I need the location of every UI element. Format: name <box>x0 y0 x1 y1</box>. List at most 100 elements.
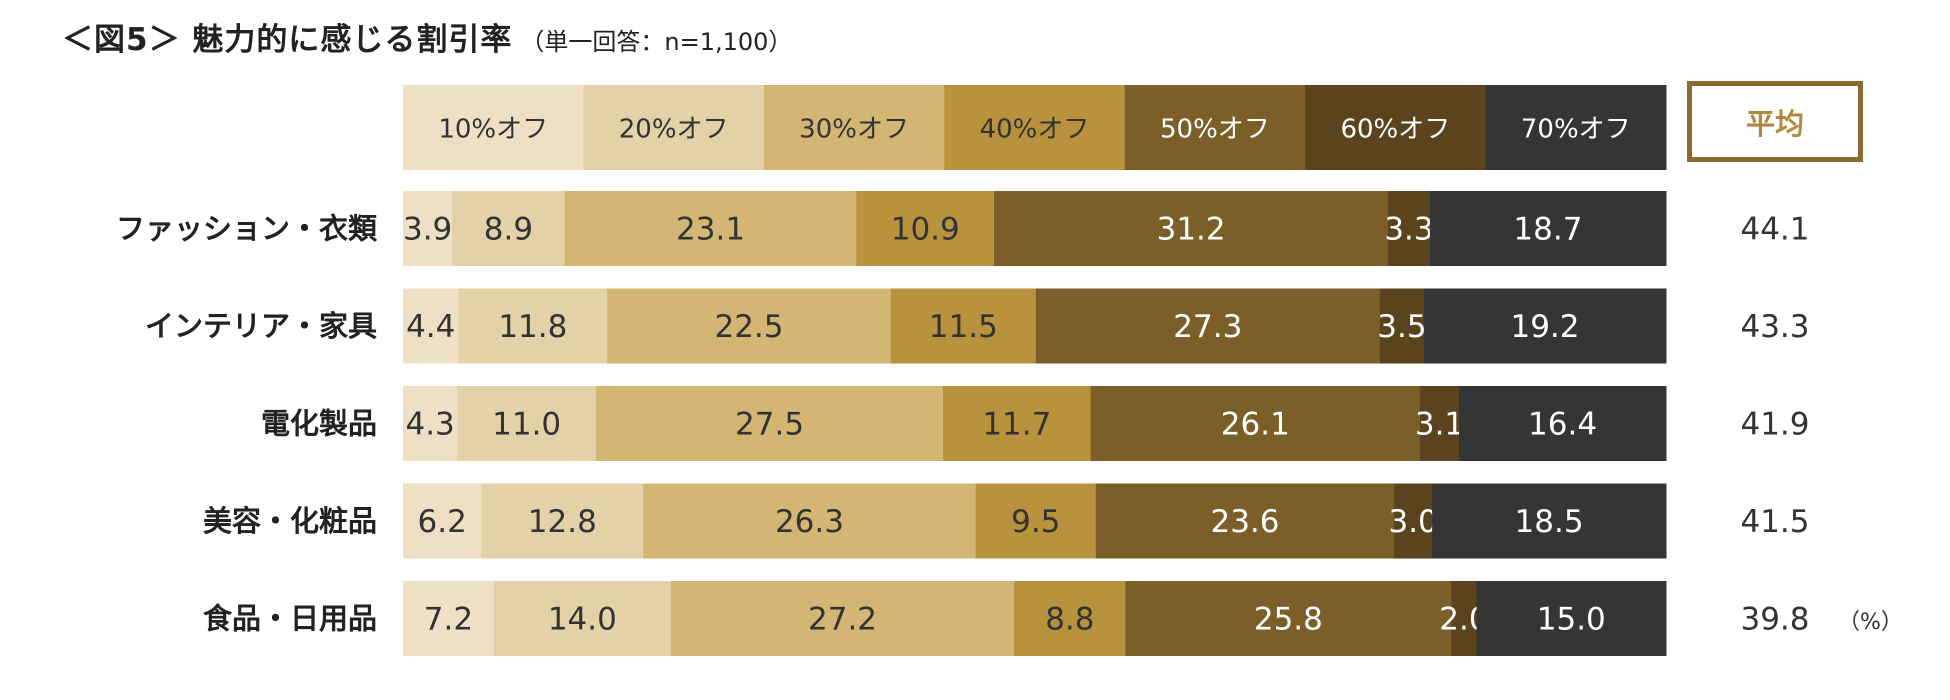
bar-value-label: 31.2 <box>1157 212 1226 248</box>
bar-value-label: 3.9 <box>403 212 452 248</box>
bar-segment <box>481 483 644 559</box>
bar-segment <box>1423 288 1667 364</box>
bar-segment <box>457 386 597 461</box>
legend-swatch <box>763 85 945 170</box>
bar-segment <box>994 191 1389 266</box>
bar-value-label: 27.5 <box>735 407 804 443</box>
bar-segment <box>975 483 1097 559</box>
bar-value-label: 11.7 <box>982 407 1051 443</box>
bar-value-label: 18.7 <box>1513 212 1582 248</box>
average-value: 41.5 <box>1740 504 1809 540</box>
bar-segment <box>403 191 453 266</box>
bar-value-label: 3.1 <box>1415 407 1464 443</box>
bar-value-label: 8.9 <box>484 212 533 248</box>
bar-segment <box>1451 581 1478 656</box>
bar-segment <box>493 581 672 656</box>
bar-value-label: 23.1 <box>676 212 745 248</box>
bar-value-label: 25.8 <box>1254 602 1323 638</box>
legend-swatch <box>583 85 765 170</box>
bar-value-label: 3.0 <box>1388 504 1437 540</box>
bar-segment <box>403 386 458 461</box>
bar-segment <box>670 581 1015 656</box>
bar-value-label: 19.2 <box>1510 309 1579 345</box>
legend-label: 60%オフ <box>1340 115 1450 145</box>
chart-title: ＜図5＞ 魅力的に感じる割引率 （単一回答：n=1,100） <box>62 14 792 59</box>
legend-swatch <box>1305 85 1487 170</box>
bar-segment <box>890 288 1037 364</box>
bar-segment <box>1459 386 1667 461</box>
bar-value-label: 12.8 <box>528 504 597 540</box>
bar-value-label: 27.2 <box>808 602 877 638</box>
bar-segment <box>403 483 482 559</box>
bar-value-label: 10.9 <box>891 212 960 248</box>
chart-title-main: ＜図5＞ 魅力的に感じる割引率 <box>62 22 513 58</box>
bar-value-label: 8.8 <box>1045 602 1094 638</box>
average-value: 43.3 <box>1740 309 1809 345</box>
bar-segment <box>1432 483 1667 559</box>
bar-value-label: 4.3 <box>405 407 454 443</box>
bar-segment <box>458 288 608 364</box>
bar-segment <box>1379 288 1425 364</box>
bar-value-label: 7.2 <box>424 602 473 638</box>
average-header-box: 平均 <box>1687 81 1863 162</box>
bar-segment <box>1388 191 1431 266</box>
bar-value-label: 9.5 <box>1011 504 1060 540</box>
average-value: 44.1 <box>1740 212 1809 248</box>
bar-segment <box>1090 386 1421 461</box>
legend-label: 30%オフ <box>799 115 909 145</box>
legend-label: 20%オフ <box>619 115 729 145</box>
bar-value-label: 11.8 <box>498 309 567 345</box>
bar-value-label: 26.1 <box>1221 407 1290 443</box>
bar-segment <box>1014 581 1126 656</box>
bar-value-label: 3.3 <box>1384 212 1433 248</box>
average-header-label: 平均 <box>1745 106 1804 141</box>
legend-label: 10%オフ <box>438 115 548 145</box>
average-value: 41.9 <box>1740 407 1809 443</box>
bar-value-label: 11.0 <box>492 407 561 443</box>
bar-value-label: 14.0 <box>548 602 617 638</box>
bar-segment <box>1035 288 1381 364</box>
bar-segment <box>452 191 566 266</box>
bar-segment <box>943 386 1092 461</box>
legend-swatch <box>944 85 1126 170</box>
category-label: 電化製品 <box>261 407 377 441</box>
bar-value-label: 11.5 <box>929 309 998 345</box>
bar-value-label: 15.0 <box>1537 602 1606 638</box>
bar-segment <box>1476 581 1667 656</box>
bar-segment <box>1419 386 1460 461</box>
bar-segment <box>1125 581 1452 656</box>
bar-value-label: 22.5 <box>714 309 783 345</box>
bar-value-label: 4.4 <box>406 309 455 345</box>
bar-value-label: 27.3 <box>1173 309 1242 345</box>
category-label: インテリア・家具 <box>145 309 377 343</box>
chart-title-sub: （単一回答：n=1,100） <box>520 28 793 56</box>
bar-segment <box>607 288 892 364</box>
bar-value-label: 6.2 <box>418 504 467 540</box>
bar-segment <box>403 581 495 656</box>
bar-segment <box>596 386 944 461</box>
bar-segment <box>643 483 977 559</box>
legend-swatch <box>1124 85 1306 170</box>
bar-segment <box>1429 191 1667 266</box>
bar-segment <box>1394 483 1433 559</box>
bar-segment <box>564 191 857 266</box>
legend-label: 40%オフ <box>980 115 1090 145</box>
bar-segment <box>856 191 995 266</box>
category-label: 食品・日用品 <box>203 602 377 636</box>
legend-swatch <box>1485 85 1667 170</box>
bar-value-label: 23.6 <box>1210 504 1279 540</box>
bar-segment <box>403 288 459 364</box>
legend-swatch <box>403 85 584 170</box>
bar-value-label: 26.3 <box>775 504 844 540</box>
average-value: 39.8 <box>1740 602 1809 638</box>
bar-segment <box>1095 483 1395 559</box>
bar-value-label: 16.4 <box>1528 407 1597 443</box>
bar-value-label: 18.5 <box>1515 504 1584 540</box>
legend-label: 70%オフ <box>1521 115 1631 145</box>
legend-label: 50%オフ <box>1160 115 1270 145</box>
unit-label: （%） <box>1838 610 1903 635</box>
bar-value-label: 3.5 <box>1377 309 1426 345</box>
category-label: ファッション・衣類 <box>116 212 378 246</box>
category-label: 美容・化粧品 <box>203 504 377 538</box>
